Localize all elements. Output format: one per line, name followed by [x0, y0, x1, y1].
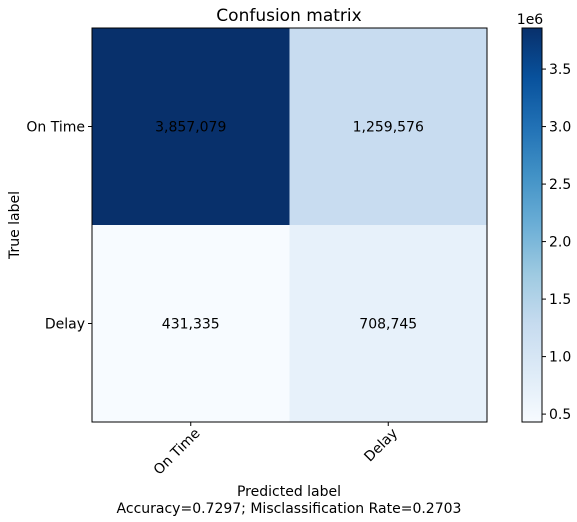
colorbar-tick-label: 3.5	[549, 62, 571, 78]
x-tick-label: Delay	[361, 426, 401, 466]
cell-value-label: 3,857,079	[155, 120, 226, 136]
matrix-cell	[289, 225, 487, 422]
colorbar-tick-label: 2.5	[549, 177, 571, 193]
colorbar-offset-label: 1e6	[517, 12, 544, 28]
colorbar-tick-label: 0.5	[549, 407, 571, 423]
matrix-cell	[92, 28, 290, 225]
chart-title: Confusion matrix	[216, 6, 361, 26]
matrix-cell	[92, 225, 290, 422]
colorbar-tick-label: 3.0	[549, 120, 571, 136]
colorbar-tick-label: 1.5	[549, 292, 571, 308]
x-axis-sublabel: Accuracy=0.7297; Misclassification Rate=…	[117, 501, 462, 517]
plot-frame	[91, 27, 488, 423]
cell-value-label: 708,745	[359, 317, 417, 333]
y-tick-label: On Time	[26, 120, 85, 136]
colorbar-tick-label: 2.0	[549, 235, 571, 251]
colorbar-tick-label: 1.0	[549, 350, 571, 366]
cell-value-label: 1,259,576	[353, 120, 424, 136]
x-tick-label: On Time	[151, 426, 204, 479]
matrix-cell	[289, 28, 487, 225]
y-tick-label: Delay	[45, 317, 85, 333]
colorbar	[521, 27, 543, 423]
cell-value-label: 431,335	[162, 317, 220, 333]
x-axis-label: Predicted label	[237, 484, 341, 500]
y-axis-label: True label	[7, 191, 23, 260]
